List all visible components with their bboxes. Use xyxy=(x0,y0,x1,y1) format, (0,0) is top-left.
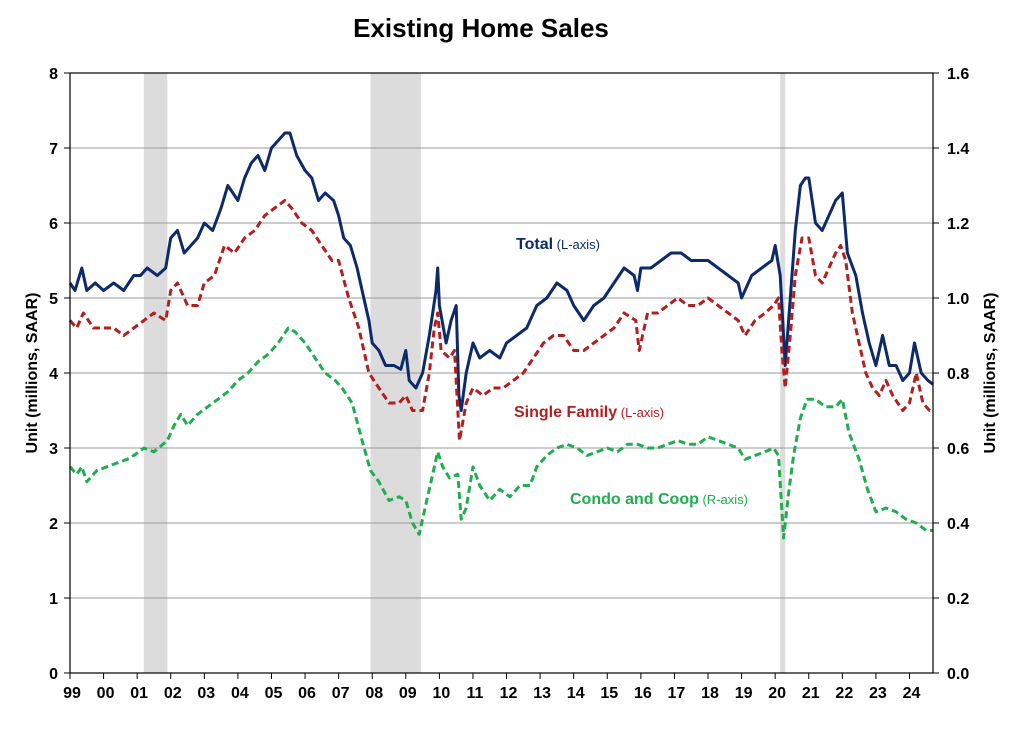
x-tick-label: 03 xyxy=(197,685,215,702)
series-line-0 xyxy=(68,131,934,412)
right-tick-label: 1.2 xyxy=(947,216,969,233)
chart-title: Existing Home Sales xyxy=(353,13,609,43)
right-tick-label: 0.4 xyxy=(947,516,969,533)
x-tick-label: 24 xyxy=(903,685,921,702)
x-tick-label: 22 xyxy=(835,685,853,702)
right-tick-label: 1.4 xyxy=(947,141,969,158)
x-tick-label: 19 xyxy=(735,685,753,702)
x-tick-label: 12 xyxy=(500,685,518,702)
left-axis-ticks: 0 1 2 3 4 5 6 7 8 xyxy=(49,66,70,683)
left-tick-label: 2 xyxy=(49,516,58,533)
series-label-0: Total (L-axis) xyxy=(516,236,600,253)
right-axis-title: Unit (millions, SAAR) xyxy=(982,293,999,454)
series-label-1: Single Family (L-axis) xyxy=(514,404,664,421)
left-axis-title: Unit (millions, SAAR) xyxy=(24,293,41,454)
gridlines xyxy=(70,147,933,599)
right-tick-label: 0.0 xyxy=(947,666,969,683)
x-tick-label: 06 xyxy=(298,685,316,702)
right-tick-label: 0.2 xyxy=(947,591,969,608)
x-tick-label: 02 xyxy=(164,685,182,702)
left-tick-label: 3 xyxy=(49,441,58,458)
series-line-2 xyxy=(68,326,933,540)
x-tick-label: 10 xyxy=(432,685,450,702)
x-tick-label: 08 xyxy=(365,685,383,702)
x-tick-label: 14 xyxy=(567,685,585,702)
x-tick-label: 11 xyxy=(466,685,483,702)
left-tick-label: 6 xyxy=(49,216,58,233)
x-axis-ticks: 99 00 01 02 03 04 05 06 07 08 09 10 11 12 13 14 15 16 17 18… xyxy=(63,673,920,702)
x-tick-label: 18 xyxy=(701,685,719,702)
x-tick-label: 16 xyxy=(634,685,652,702)
x-tick-label: 04 xyxy=(231,685,249,702)
left-tick-label: 7 xyxy=(49,141,58,158)
x-tick-label: 99 xyxy=(63,685,81,702)
right-tick-label: 1.6 xyxy=(947,66,969,83)
right-tick-label: 0.6 xyxy=(947,441,969,458)
x-tick-label: 09 xyxy=(399,685,417,702)
x-tick-label: 23 xyxy=(869,685,887,702)
left-tick-label: 8 xyxy=(49,66,58,83)
left-tick-label: 0 xyxy=(49,666,58,683)
right-tick-label: 0.8 xyxy=(947,366,969,383)
right-tick-label: 1.0 xyxy=(947,291,969,308)
series-line-1 xyxy=(68,199,933,442)
x-tick-label: 15 xyxy=(600,685,618,702)
series-labels: Total (L-axis) Single Family (L-axis) Cond… xyxy=(514,236,748,508)
left-tick-label: 1 xyxy=(49,591,58,608)
x-tick-label: 20 xyxy=(768,685,786,702)
x-tick-label: 07 xyxy=(332,685,350,702)
x-tick-label: 13 xyxy=(533,685,551,702)
series-lines xyxy=(68,131,934,540)
left-tick-label: 4 xyxy=(49,366,58,383)
x-tick-label: 17 xyxy=(668,685,686,702)
x-tick-label: 01 xyxy=(130,685,148,702)
x-tick-label: 05 xyxy=(265,685,283,702)
right-axis-ticks: 0.0 0.2 0.4 0.6 0.8 1.0 1.2 1.4 1.6 xyxy=(933,66,969,683)
series-label-2: Condo and Coop (R-axis) xyxy=(570,491,748,508)
x-tick-label: 21 xyxy=(802,685,820,702)
x-tick-label: 00 xyxy=(97,685,115,702)
left-tick-label: 5 xyxy=(49,291,58,308)
